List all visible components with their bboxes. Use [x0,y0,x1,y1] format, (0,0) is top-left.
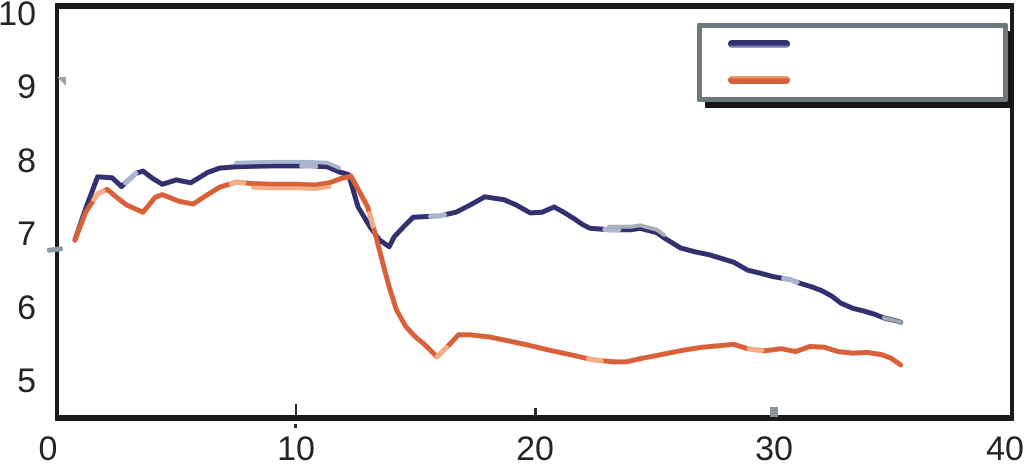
orange-series-line [72,173,904,368]
x-tick-mark [295,404,297,417]
legend-entry [728,76,1003,84]
legend-line-sample [728,76,790,84]
y-tick-label: 9 [17,68,36,106]
navy-series-line-highlight [72,163,904,325]
x-tick-label: 20 [516,430,554,468]
x-tick-label: 0 [38,430,58,468]
legend-line-sample [728,40,790,48]
navy-series-line [72,163,904,325]
x-tick-mark [533,408,537,417]
gray-top-band [607,223,667,237]
orange-under-band [251,184,332,191]
navy-end-tip [881,315,903,325]
x-tick-mark [770,407,778,417]
x-tick-dot [294,424,297,428]
y-tick-label: 10 [0,0,36,33]
y-tick-label: 8 [17,142,36,180]
navy-top-band [234,159,341,170]
x-tick-label: 40 [986,430,1024,468]
legend [697,23,1008,102]
x-tick-label: 30 [755,430,793,468]
trace-artifact-triangle [57,77,66,86]
legend-entry [728,40,1003,48]
y-tick-label: 7 [17,215,36,253]
plot-frame [55,3,1014,421]
y-tick-label: 6 [17,289,36,327]
legend-entries [702,40,1003,84]
y-tick-label: 5 [17,362,36,400]
x-tick-label: 10 [277,430,315,468]
